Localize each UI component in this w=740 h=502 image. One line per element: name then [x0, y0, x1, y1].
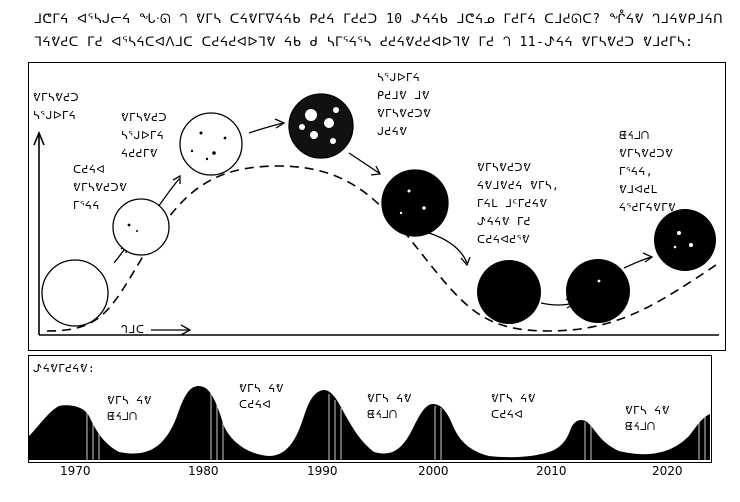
cycle-history-chart: ᖌᔦᕓᒥᕍᔦᕓ: ᕓᒥᓴ ᔦᕓ ᘀᔦᒧᑎ ᕓᒥᓴ ᔦᕓ ᑕᕍᔦᐊ ᕓᒥᓴ ᔦᕓ …	[29, 362, 710, 460]
svg-text:ᔦᕍᕍᒥᕓ: ᔦᕍᕍᒥᕓ	[121, 147, 158, 160]
svg-text:ᕓᒥᓴᕓᕍᑐ: ᕓᒥᓴᕓᕍᑐ	[33, 91, 79, 104]
sun-late	[477, 260, 541, 324]
sun-early	[112, 198, 170, 256]
svg-text:ᕓᒥᓴᕓᕍᑐ: ᕓᒥᓴᕓᕍᑐ	[121, 111, 167, 124]
svg-text:ᕓᒥᓴᕓᕍᑐᕓ: ᕓᒥᓴᕓᕍᑐᕓ	[377, 107, 431, 120]
svg-text:ᕓᒥᓴᕓᕍᑐᕓ: ᕓᒥᓴᕓᕍᑐᕓ	[477, 161, 531, 174]
year-2000: 2000	[418, 464, 449, 478]
svg-text:ᘀᔦᒧᑎ: ᘀᔦᒧᑎ	[619, 129, 650, 142]
history-hatching	[86, 390, 706, 460]
label-peak: ᓴᕐᒍᐅᒥᔦ ᑭᕍᒧᕓ ᒧᕓ ᕓᒥᓴᕓᕍᑐᕓ ᒍᕍᔦᕓ	[377, 71, 431, 138]
intro-caption: ᒧᕦᒥᔦ ᐊᕐᓴᒍᓕᔦ ᖓᐧᘏ ᘃ ᕓᒥᓴ ᑕᔦᕓᒥᐁᔦᔦᑲ ᑭᕍᔦ ᒥᕍᕍᑐ …	[34, 12, 724, 50]
label-rising: ᕓᒥᓴᕓᕍᑐ ᓴᕐᒍᐅᒥᔦ ᔦᕍᕍᒥᕓ	[121, 111, 167, 160]
svg-text:ᒥᕐᔦᔦ: ᒥᕐᔦᔦ	[73, 199, 100, 212]
x-axis-label: ᒉᒧᑕ	[121, 323, 192, 336]
year-axis: 1970 1980 1990 2000 2010 2020	[0, 458, 740, 488]
main-panel: ᕓᒥᓴᕓᕍᑐ ᓴᕐᒍᐅᒥᔦ ᒉᒧᑕ	[28, 62, 726, 351]
svg-text:ᕓᒥᓴᕓᕍᑐᕓ: ᕓᒥᓴᕓᕍᑐᕓ	[619, 147, 673, 160]
annotation-4: ᕓᒥᓴ ᔦᕓ ᑕᕍᔦᐊ	[491, 392, 536, 421]
svg-text:ᘀᔦᒧᑎ: ᘀᔦᒧᑎ	[367, 408, 398, 421]
svg-text:ᕓᒥᓴ ᔦᕓ: ᕓᒥᓴ ᔦᕓ	[107, 394, 152, 407]
progression-arrows	[113, 118, 654, 309]
sun-rising	[179, 112, 243, 176]
label-next-cycle: ᘀᔦᒧᑎ ᕓᒥᓴᕓᕍᑐᕓ ᒥᕐᔦᔦ, ᕓᒧᐊᕍᒪ ᔦᕐᕍᒥᔦᕓᒥᕓ	[619, 129, 676, 214]
cycle-chart-title: ᖌᔦᕓᒥᕍᔦᕓ:	[33, 362, 95, 375]
year-2010: 2010	[536, 464, 567, 478]
svg-text:ᑕᕍᔦᐊ: ᑕᕍᔦᐊ	[491, 408, 523, 421]
svg-text:ᒥᕐᔦᔦ,: ᒥᕐᔦᔦ,	[619, 165, 653, 178]
main-axes	[33, 130, 719, 336]
svg-text:ᕓᒧᐊᕍᒪ: ᕓᒧᐊᕍᒪ	[619, 183, 658, 196]
svg-text:ᕓᒥᓴᕓᕍᑐᕓ: ᕓᒥᓴᕓᕍᑐᕓ	[73, 181, 127, 194]
year-1980: 1980	[188, 464, 219, 478]
sun-next-cycle	[654, 209, 716, 271]
activity-curve	[46, 165, 720, 332]
annotation-1: ᕓᒥᓴ ᔦᕓ ᘀᔦᒧᑎ	[107, 394, 152, 423]
y-axis-label: ᕓᒥᓴᕓᕍᑐ ᓴᕐᒍᐅᒥᔦ	[33, 91, 79, 122]
solar-cycle-illustration: ᕓᒥᓴᕓᕍᑐ ᓴᕐᒍᐅᒥᔦ ᒉᒧᑕ	[33, 71, 720, 336]
sunspot-history-area	[29, 386, 710, 460]
svg-text:ᒉᒧᑕ: ᒉᒧᑕ	[121, 323, 144, 336]
svg-text:ᓴᕐᒍᐅᒥᔦ: ᓴᕐᒍᐅᒥᔦ	[33, 109, 76, 122]
svg-text:ᓴᕐᒍᐅᒥᔦ: ᓴᕐᒍᐅᒥᔦ	[377, 71, 420, 84]
svg-text:ᑭᕍᒧᕓ ᒧᕓ: ᑭᕍᒧᕓ ᒧᕓ	[377, 89, 430, 102]
svg-text:ᕓᒥᓴ ᔦᕓ: ᕓᒥᓴ ᔦᕓ	[239, 382, 284, 395]
label-early: ᑕᕍᔦᐊ ᕓᒥᓴᕓᕍᑐᕓ ᒥᕐᔦᔦ	[73, 163, 127, 212]
svg-text:ᓴᕐᒍᐅᒥᔦ: ᓴᕐᒍᐅᒥᔦ	[121, 129, 164, 142]
sun-minimum	[41, 259, 109, 327]
svg-text:ᑕᕍᔦᐊᕍᕐᕓ: ᑕᕍᔦᐊᕍᕐᕓ	[477, 233, 530, 246]
svg-text:ᕓᒥᓴ ᔦᕓ: ᕓᒥᓴ ᔦᕓ	[625, 404, 670, 417]
svg-text:ᘀᔦᒧᑎ: ᘀᔦᒧᑎ	[625, 420, 656, 433]
svg-text:ᘀᔦᒧᑎ: ᘀᔦᒧᑎ	[107, 410, 138, 423]
svg-text:ᑕᕍᔦᐊ: ᑕᕍᔦᐊ	[239, 398, 271, 411]
year-1990: 1990	[307, 464, 338, 478]
label-declining: ᕓᒥᓴᕓᕍᑐᕓ ᔦᕓᒧᕓᕍᔦ ᕓᒥᓴ, ᒥᔦᒪ ᒧᑦᒥᕍᔦᕓ ᖌᔦᔦᕓ ᒥᕍ ᑕ…	[477, 161, 559, 246]
sun-new-minimum	[566, 259, 630, 323]
annotation-5: ᕓᒥᓴ ᔦᕓ ᘀᔦᒧᑎ	[625, 404, 670, 433]
annotation-2: ᕓᒥᓴ ᔦᕓ ᑕᕍᔦᐊ	[239, 382, 284, 411]
svg-text:ᔦᕐᕍᒥᔦᕓᒥᕓ: ᔦᕐᕍᒥᔦᕓᒥᕓ	[619, 201, 676, 214]
annotation-3: ᕓᒥᓴ ᔦᕓ ᘀᔦᒧᑎ	[367, 392, 412, 421]
sun-declining	[381, 169, 449, 237]
year-2020: 2020	[652, 464, 683, 478]
svg-text:ᕓᒥᓴ ᔦᕓ: ᕓᒥᓴ ᔦᕓ	[367, 392, 412, 405]
svg-text:ᔦᕓᒧᕓᕍᔦ ᕓᒥᓴ,: ᔦᕓᒧᕓᕍᔦ ᕓᒥᓴ,	[477, 179, 559, 192]
svg-text:ᑕᕍᔦᐊ: ᑕᕍᔦᐊ	[73, 163, 105, 176]
svg-text:ᖌᔦᔦᕓ ᒥᕍ: ᖌᔦᔦᕓ ᒥᕍ	[477, 215, 531, 228]
cycle-history-panel: ᖌᔦᕓᒥᕍᔦᕓ: ᕓᒥᓴ ᔦᕓ ᘀᔦᒧᑎ ᕓᒥᓴ ᔦᕓ ᑕᕍᔦᐊ ᕓᒥᓴ ᔦᕓ …	[28, 355, 712, 463]
svg-text:ᒍᕍᔦᕓ: ᒍᕍᔦᕓ	[377, 125, 407, 138]
year-1970: 1970	[60, 464, 91, 478]
sun-peak	[288, 93, 354, 159]
svg-text:ᕓᒥᓴ ᔦᕓ: ᕓᒥᓴ ᔦᕓ	[491, 392, 536, 405]
svg-text:ᒥᔦᒪ ᒧᑦᒥᕍᔦᕓ: ᒥᔦᒪ ᒧᑦᒥᕍᔦᕓ	[477, 197, 547, 210]
